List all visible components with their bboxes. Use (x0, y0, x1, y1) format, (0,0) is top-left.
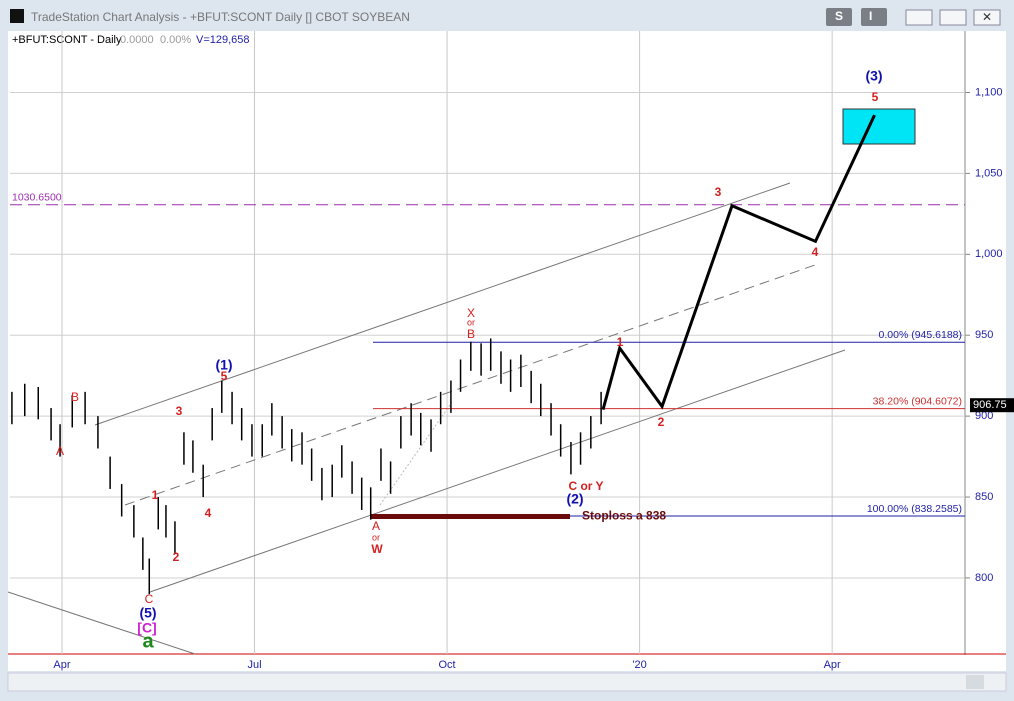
last-price-tag (970, 398, 1014, 413)
wave-label: 2 (658, 415, 665, 429)
wave-label: B (71, 390, 79, 404)
channel-lower (149, 349, 846, 593)
x-tick-label: Apr (53, 659, 70, 671)
wave-label: (3) (865, 68, 882, 84)
wave-label: or (372, 532, 380, 542)
wave-label: 4 (205, 506, 212, 520)
y-tick-label: 800 (975, 572, 993, 584)
wave-label: (1) (215, 357, 232, 373)
wave-label: 1 (152, 488, 159, 502)
wave-label: (2) (566, 491, 583, 507)
i-button-label[interactable]: I (869, 9, 872, 23)
wave-label: A (372, 519, 380, 533)
scroll-thumb[interactable] (966, 675, 984, 689)
wave-label: W (371, 542, 383, 556)
s-button[interactable] (826, 8, 852, 26)
scrollbar[interactable] (7, 672, 1007, 692)
plot-background (8, 31, 1006, 671)
close-glyph: ✕ (982, 10, 992, 24)
y-tick-label: 1,100 (975, 86, 1003, 98)
dotted-line (379, 404, 451, 506)
stoploss-label: Stoploss a 838 (582, 509, 666, 523)
x-tick-label: Apr (824, 659, 841, 671)
y-tick-label: 950 (975, 329, 993, 341)
x-tick-label: Oct (439, 659, 456, 671)
wave-label: C or Y (568, 479, 603, 493)
projection-line (601, 114, 876, 411)
volume: V=129,658 (196, 34, 250, 46)
wave-label: 5 (872, 90, 879, 104)
level-label: 0.00% (945.6188) (879, 329, 962, 341)
y-tick-label: 1,000 (975, 248, 1003, 260)
x-tick-label: '20 (632, 659, 646, 671)
y-tick-label: 850 (975, 491, 993, 503)
minimize-button[interactable] (905, 9, 933, 26)
wave-label: 5 (221, 369, 228, 383)
wave-label: 4 (812, 245, 819, 259)
i-button[interactable] (861, 8, 887, 26)
x-tick-label: Jul (247, 659, 261, 671)
wave-label: 1 (617, 335, 624, 349)
level-label: 100.00% (838.2585) (867, 503, 962, 515)
wave-label: 3 (715, 185, 722, 199)
wave-label: [C] (137, 620, 156, 636)
wave-label: B (467, 327, 475, 341)
window-title: TradeStation Chart Analysis - +BFUT:SCON… (31, 10, 410, 24)
channel-mid (124, 264, 816, 506)
y-tick-label: 1,050 (975, 167, 1003, 179)
wave-label: X (467, 306, 475, 320)
wave-label: 3 (176, 404, 183, 418)
level-label: 38.20% (904.6072) (873, 395, 962, 407)
level-label: 1030.6500 (12, 191, 62, 203)
wave-label: a (142, 630, 154, 652)
change-pct: 0.00% (160, 34, 191, 46)
s-button-label[interactable]: S (835, 9, 843, 23)
wave-label: C (145, 592, 154, 606)
target-box (842, 108, 916, 145)
app-icon (10, 9, 24, 23)
channel-upper (94, 182, 791, 426)
wave-label: or (467, 317, 475, 327)
close-button[interactable] (973, 9, 1001, 26)
wave-label: 2 (173, 550, 180, 564)
wave-label: A (56, 444, 64, 458)
channel-lines (7, 182, 846, 655)
change: 0.0000 (120, 34, 154, 46)
y-tick-label: 900 (975, 410, 993, 422)
symbol: +BFUT:SCONT - Daily (12, 34, 122, 46)
trend-line (7, 591, 196, 655)
wave-label: (5) (139, 605, 156, 621)
maximize-button[interactable] (939, 9, 967, 26)
last-price-label: 906.75 (973, 399, 1007, 411)
